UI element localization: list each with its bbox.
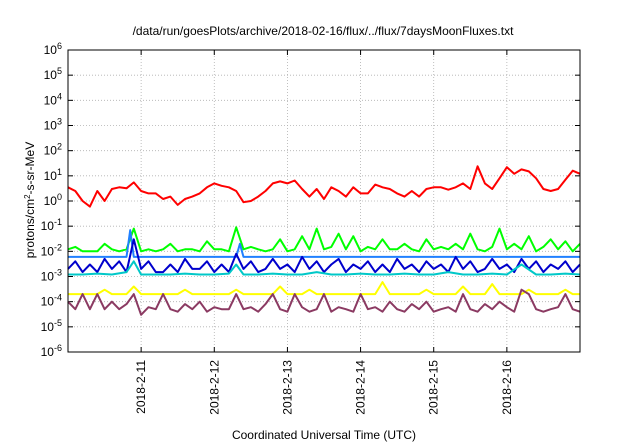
y-tick-label: 100 (44, 192, 62, 208)
grid (68, 50, 580, 352)
series-line-4 (67, 238, 581, 274)
x-tick-label: 2018-2-15 (427, 360, 441, 415)
y-tick-label: 103 (44, 117, 62, 133)
x-tick-label: 2018-2-16 (500, 360, 514, 415)
y-axis-label-part-1: protons/cm (23, 199, 37, 258)
plot-frame (67, 49, 581, 353)
series-line-3 (68, 229, 580, 258)
x-tick-label: 2018-2-11 (134, 360, 148, 414)
y-tick-label: 10-4 (41, 293, 62, 309)
series-line-2 (67, 226, 581, 253)
y-axis-ticks: 10-6 10-5 10-4 10-3 10-2 10-1 100 101 102 103 104 1… (41, 41, 580, 359)
series-lines (67, 165, 581, 316)
series-line-6 (68, 281, 580, 296)
series-line-1 (67, 165, 581, 208)
x-axis-label: Coordinated Universal Time (UTC) (232, 428, 416, 442)
chart-title: /data/run/goesPlots/archive/2018-02-16/f… (133, 24, 515, 38)
y-tick-label: 105 (44, 66, 62, 82)
series-line-7 (67, 288, 581, 316)
y-tick-label: 10-5 (41, 318, 62, 334)
y-tick-label: 106 (44, 41, 62, 57)
series-line-5 (68, 260, 581, 276)
svg-text:protons/cm2-s-sr-MeV: protons/cm2-s-sr-MeV (23, 142, 38, 258)
y-axis-label-superscript: 2 (23, 194, 32, 199)
y-axis-label-part-2: -s-sr-MeV (23, 142, 37, 195)
x-tick-label: 2018-2-12 (207, 360, 221, 415)
y-tick-label: 10-2 (41, 242, 62, 258)
y-tick-label: 10-6 (41, 343, 62, 359)
x-tick-label: 2018-2-14 (354, 360, 368, 415)
x-axis-ticks: 2018-2-11 2018-2-12 2018-2-13 2018-2-14 2018… (134, 50, 514, 415)
y-tick-label: 104 (44, 91, 62, 107)
x-tick-label: 2018-2-13 (280, 360, 294, 415)
y-tick-label: 10-3 (41, 268, 62, 284)
y-tick-label: 10-1 (41, 217, 62, 233)
y-axis-label: protons/cm2-s-sr-MeV (23, 142, 38, 258)
y-tick-label: 102 (44, 142, 62, 158)
y-tick-label: 101 (44, 167, 62, 183)
